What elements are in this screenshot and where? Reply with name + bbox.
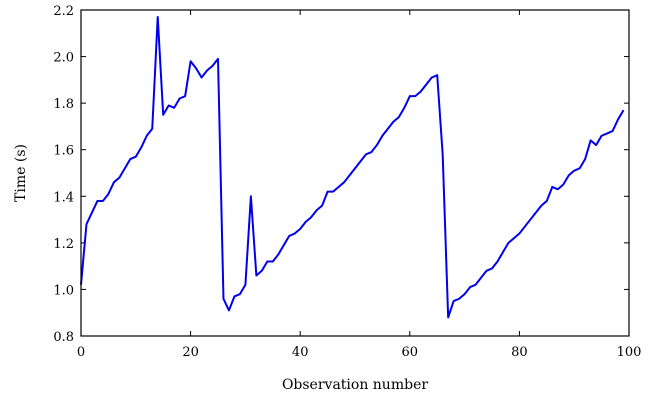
tick-labels-layer: 0 20 40 60 80 100 0.8 1.0 1.2 1.4 1.6 1.8 2.0 2.2 <box>53 4 641 360</box>
y-tick-label: 1.0 <box>53 283 74 298</box>
y-tick-label: 2.0 <box>53 51 74 66</box>
x-tick-label: 80 <box>511 345 528 360</box>
y-tick-label: 1.6 <box>53 144 74 159</box>
y-tick-label: 2.2 <box>53 4 74 19</box>
x-tick-label: 20 <box>182 345 199 360</box>
x-tick-label: 100 <box>617 345 642 360</box>
plot-frame <box>80 9 630 337</box>
y-tick-label: 1.4 <box>53 190 74 205</box>
y-tick-label: 1.2 <box>53 237 74 252</box>
y-tick-label: 1.8 <box>53 97 74 112</box>
series-layer <box>80 15 625 319</box>
y-axis-label: Time (s) <box>13 144 29 202</box>
ticks-layer <box>80 9 630 337</box>
x-tick-label: 60 <box>402 345 419 360</box>
x-axis-label: Observation number <box>282 377 428 393</box>
x-tick-label: 0 <box>77 345 85 360</box>
y-tick-label: 0.8 <box>53 330 74 345</box>
series-line <box>80 15 625 319</box>
x-tick-label: 40 <box>292 345 309 360</box>
